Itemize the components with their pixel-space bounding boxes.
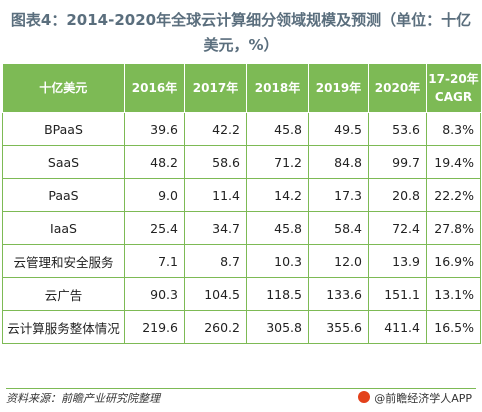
column-header: 2018年 [246,64,309,113]
table-cell: 16.5% [426,310,481,344]
column-header: 17-20年CAGR [426,64,481,113]
row-label: 云广告 [2,277,125,311]
table-header-row: 十亿美元 2016年 2017年 2018年 2019年 2020年 17-20… [2,64,481,113]
table-row: 云计算服务整体情况 219.6 260.2 305.8 355.6 411.4 16.5% [2,310,481,344]
table-row: BPaaS 39.6 42.2 45.8 49.5 53.6 8.3% [2,112,481,146]
table-cell: 16.9% [426,244,481,278]
row-label: IaaS [2,211,125,245]
column-header: 2019年 [308,64,369,113]
row-label: 云计算服务整体情况 [2,310,125,344]
column-header: 十亿美元 [2,64,125,113]
table-cell: 20.8 [368,178,427,212]
table-cell: 99.7 [368,145,427,179]
data-table: 十亿美元 2016年 2017年 2018年 2019年 2020年 17-20… [2,64,481,344]
table-cell: 13.9 [368,244,427,278]
table-cell: 58.6 [184,145,247,179]
table-cell: 90.3 [124,277,185,311]
table-cell: 22.2% [426,178,481,212]
table-cell: 219.6 [124,310,185,344]
table-cell: 84.8 [308,145,369,179]
table-cell: 39.6 [124,112,185,146]
table-cell: 355.6 [308,310,369,344]
row-label: 云管理和安全服务 [2,244,125,278]
table-cell: 45.8 [246,211,309,245]
brand-logo-icon [358,391,371,403]
column-header: 2016年 [124,64,185,113]
source-note: 资料来源：前瞻产业研究院整理 [6,392,160,405]
table-cell: 25.4 [124,211,185,245]
table-cell: 305.8 [246,310,309,344]
table-cell: 12.0 [308,244,369,278]
brand-credit: @前瞻经济学人APP [358,389,472,409]
table-cell: 14.2 [246,178,309,212]
table-row: IaaS 25.4 34.7 45.8 58.4 72.4 27.8% [2,211,481,245]
table-cell: 72.4 [368,211,427,245]
row-label: PaaS [2,178,125,212]
table-cell: 11.4 [184,178,247,212]
table-cell: 49.5 [308,112,369,146]
table-cell: 45.8 [246,112,309,146]
chart-title: 图表4：2014-2020年全球云计算细分领域规模及预测（单位：十亿美元，%） [10,11,472,54]
brand-text: @前瞻经济学人APP [374,392,472,405]
table-cell: 411.4 [368,310,427,344]
table-row: 云管理和安全服务 7.1 8.7 10.3 12.0 13.9 16.9% [2,244,481,278]
table-cell: 133.6 [308,277,369,311]
table-cell: 71.2 [246,145,309,179]
table-row: SaaS 48.2 58.6 71.2 84.8 99.7 19.4% [2,145,481,179]
table-cell: 260.2 [184,310,247,344]
table-cell: 151.1 [368,277,427,311]
table-cell: 42.2 [184,112,247,146]
table-cell: 9.0 [124,178,185,212]
table-cell: 53.6 [368,112,427,146]
table-cell: 17.3 [308,178,369,212]
column-header: 2020年 [368,64,427,113]
table-row: PaaS 9.0 11.4 14.2 17.3 20.8 22.2% [2,178,481,212]
row-label: SaaS [2,145,125,179]
table-cell: 19.4% [426,145,481,179]
table-cell: 34.7 [184,211,247,245]
table-cell: 27.8% [426,211,481,245]
table-cell: 48.2 [124,145,185,179]
row-label: BPaaS [2,112,125,146]
column-header: 2017年 [184,64,247,113]
table-cell: 8.3% [426,112,481,146]
table-cell: 13.1% [426,277,481,311]
footer: 资料来源：前瞻产业研究院整理 @前瞻经济学人APP [6,388,476,409]
table-cell: 104.5 [184,277,247,311]
table-cell: 118.5 [246,277,309,311]
table-cell: 10.3 [246,244,309,278]
table-cell: 7.1 [124,244,185,278]
table-row: 云广告 90.3 104.5 118.5 133.6 151.1 13.1% [2,277,481,311]
table-cell: 58.4 [308,211,369,245]
table-cell: 8.7 [184,244,247,278]
